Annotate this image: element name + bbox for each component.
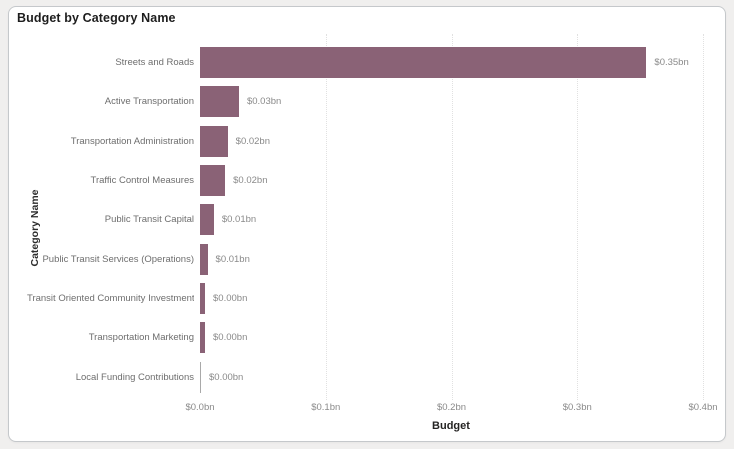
bar-public-transit-capital[interactable] bbox=[200, 204, 214, 236]
category-label-active-transportation: Active Transportation bbox=[104, 96, 194, 108]
category-label-traffic-control-measures: Traffic Control Measures bbox=[90, 174, 194, 186]
bar-traffic-control-measures[interactable] bbox=[200, 164, 226, 196]
data-label-local-funding-contributions: $0.00bn bbox=[209, 371, 244, 383]
data-label-public-transit-services-operations: $0.01bn bbox=[215, 253, 250, 265]
data-label-public-transit-capital: $0.01bn bbox=[221, 214, 257, 226]
x-tick-label-$0.0bn: $0.0bn bbox=[185, 402, 215, 413]
data-label-traffic-control-measures: $0.02bn bbox=[233, 174, 268, 186]
chart-card: Budget by Category Name Category Name St… bbox=[8, 6, 726, 442]
bar-transit-oriented-community-investment[interactable] bbox=[200, 282, 206, 314]
bar-transportation-administration[interactable] bbox=[200, 125, 228, 157]
gridline-$0.4bn bbox=[703, 34, 704, 400]
x-tick-label-$0.4bn: $0.4bn bbox=[688, 402, 718, 413]
x-tick-label-$0.3bn: $0.3bn bbox=[562, 402, 592, 413]
category-label-transportation-marketing: Transportation Marketing bbox=[88, 332, 194, 344]
gridline-$0.2bn bbox=[451, 34, 453, 400]
category-label-transit-oriented-community-investment: Transit Oriented Community Investment bbox=[27, 292, 194, 304]
data-label-transportation-administration: $0.02bn bbox=[235, 135, 270, 147]
chart-title: Budget by Category Name bbox=[17, 11, 176, 25]
gridline-$0.1bn bbox=[325, 34, 327, 400]
category-label-public-transit-capital: Public Transit Capital bbox=[104, 214, 194, 226]
bar-public-transit-services-operations[interactable] bbox=[200, 243, 208, 275]
data-label-transit-oriented-community-investment: $0.00bn bbox=[213, 292, 248, 304]
data-label-transportation-marketing: $0.00bn bbox=[213, 332, 248, 344]
data-label-streets-and-roads: $0.35bn bbox=[654, 57, 689, 68]
category-label-streets-and-roads: Streets and Roads bbox=[115, 57, 194, 68]
bar-active-transportation[interactable] bbox=[200, 86, 239, 118]
category-label-transportation-administration: Transportation Administration bbox=[70, 135, 194, 147]
x-tick-label-$0.2bn: $0.2bn bbox=[436, 402, 467, 413]
data-label-active-transportation: $0.03bn bbox=[246, 96, 282, 108]
bar-local-funding-contributions[interactable] bbox=[200, 361, 201, 393]
gridline-$0.3bn bbox=[577, 34, 579, 400]
x-tick-label-$0.1bn: $0.1bn bbox=[311, 402, 341, 413]
bar-streets-and-roads[interactable] bbox=[200, 47, 647, 78]
x-axis-title: Budget bbox=[432, 420, 470, 432]
category-label-public-transit-services-operations: Public Transit Services (Operations) bbox=[42, 253, 194, 265]
category-label-local-funding-contributions: Local Funding Contributions bbox=[75, 371, 194, 383]
bar-transportation-marketing[interactable] bbox=[200, 322, 206, 354]
